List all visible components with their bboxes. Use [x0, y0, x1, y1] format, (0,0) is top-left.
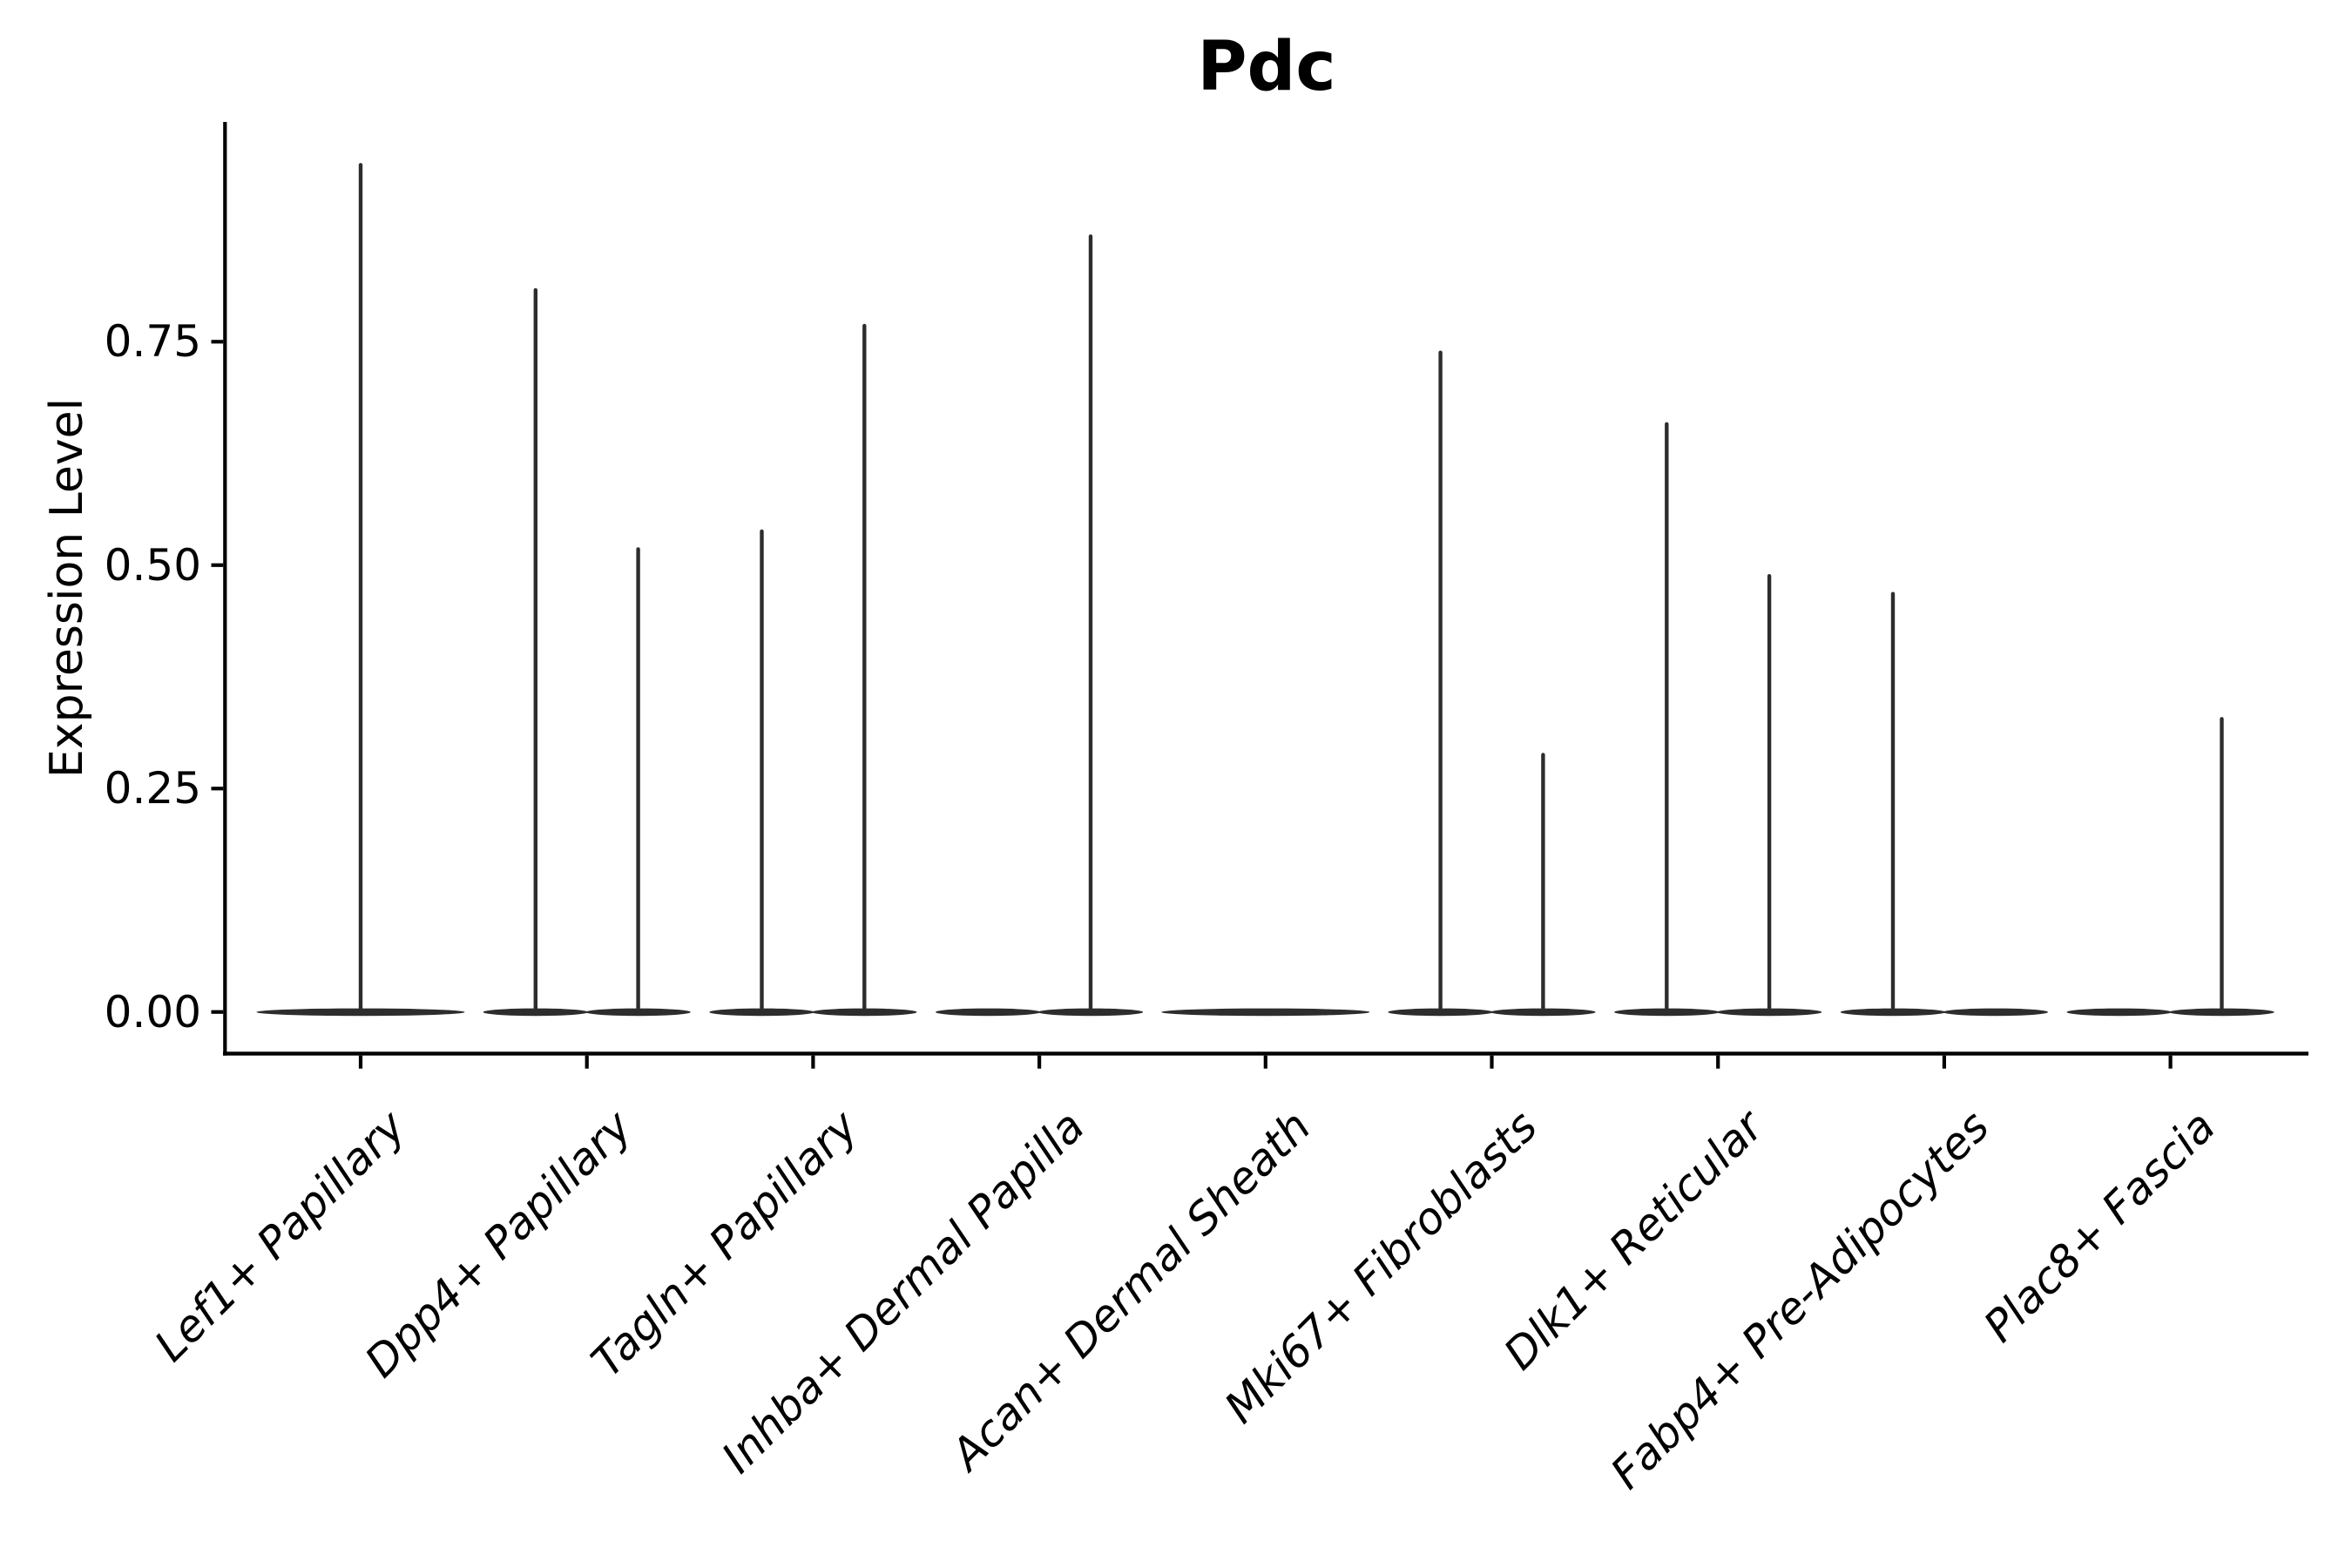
violin-tail — [2220, 717, 2224, 1014]
x-tick-mark — [1942, 1055, 1946, 1069]
violin-tail — [1541, 753, 1545, 1014]
x-tick-mark — [585, 1055, 589, 1069]
chart-title: Pdc — [1197, 28, 1336, 106]
y-tick-label: 0.50 — [104, 539, 201, 591]
x-tick-mark — [811, 1055, 815, 1069]
y-axis-spine — [223, 122, 227, 1056]
violin-tail — [358, 163, 363, 1014]
violin-tail — [1890, 591, 1896, 1014]
y-tick-mark — [211, 563, 224, 567]
x-tick-mark — [1037, 1055, 1042, 1069]
y-tick-mark — [211, 1010, 224, 1014]
violin-tail — [1088, 234, 1093, 1014]
violin-tail — [1665, 422, 1669, 1014]
violin-base — [936, 1008, 1041, 1017]
x-tick-mark — [1716, 1055, 1720, 1069]
violin-base — [1161, 1008, 1370, 1017]
violin-tail — [1438, 350, 1443, 1014]
x-tick-mark — [358, 1055, 363, 1069]
y-tick-mark — [211, 787, 224, 791]
x-axis-spine — [223, 1051, 2308, 1056]
y-tick-label: 0.00 — [104, 986, 201, 1037]
x-tick-mark — [2168, 1055, 2173, 1069]
violin-tail — [760, 529, 764, 1014]
violin-tail — [636, 547, 640, 1014]
violin-base — [1943, 1008, 2048, 1017]
y-axis-label: Expression Level — [41, 397, 93, 779]
violin-tail — [533, 287, 537, 1014]
x-tick-mark — [1490, 1055, 1494, 1069]
violin-base — [2066, 1008, 2172, 1017]
violin-tail — [862, 323, 867, 1014]
x-tick-mark — [1263, 1055, 1267, 1069]
y-tick-mark — [211, 340, 224, 344]
y-tick-label: 0.75 — [104, 316, 201, 368]
y-tick-label: 0.25 — [104, 763, 201, 814]
violin-tail — [1767, 574, 1772, 1014]
